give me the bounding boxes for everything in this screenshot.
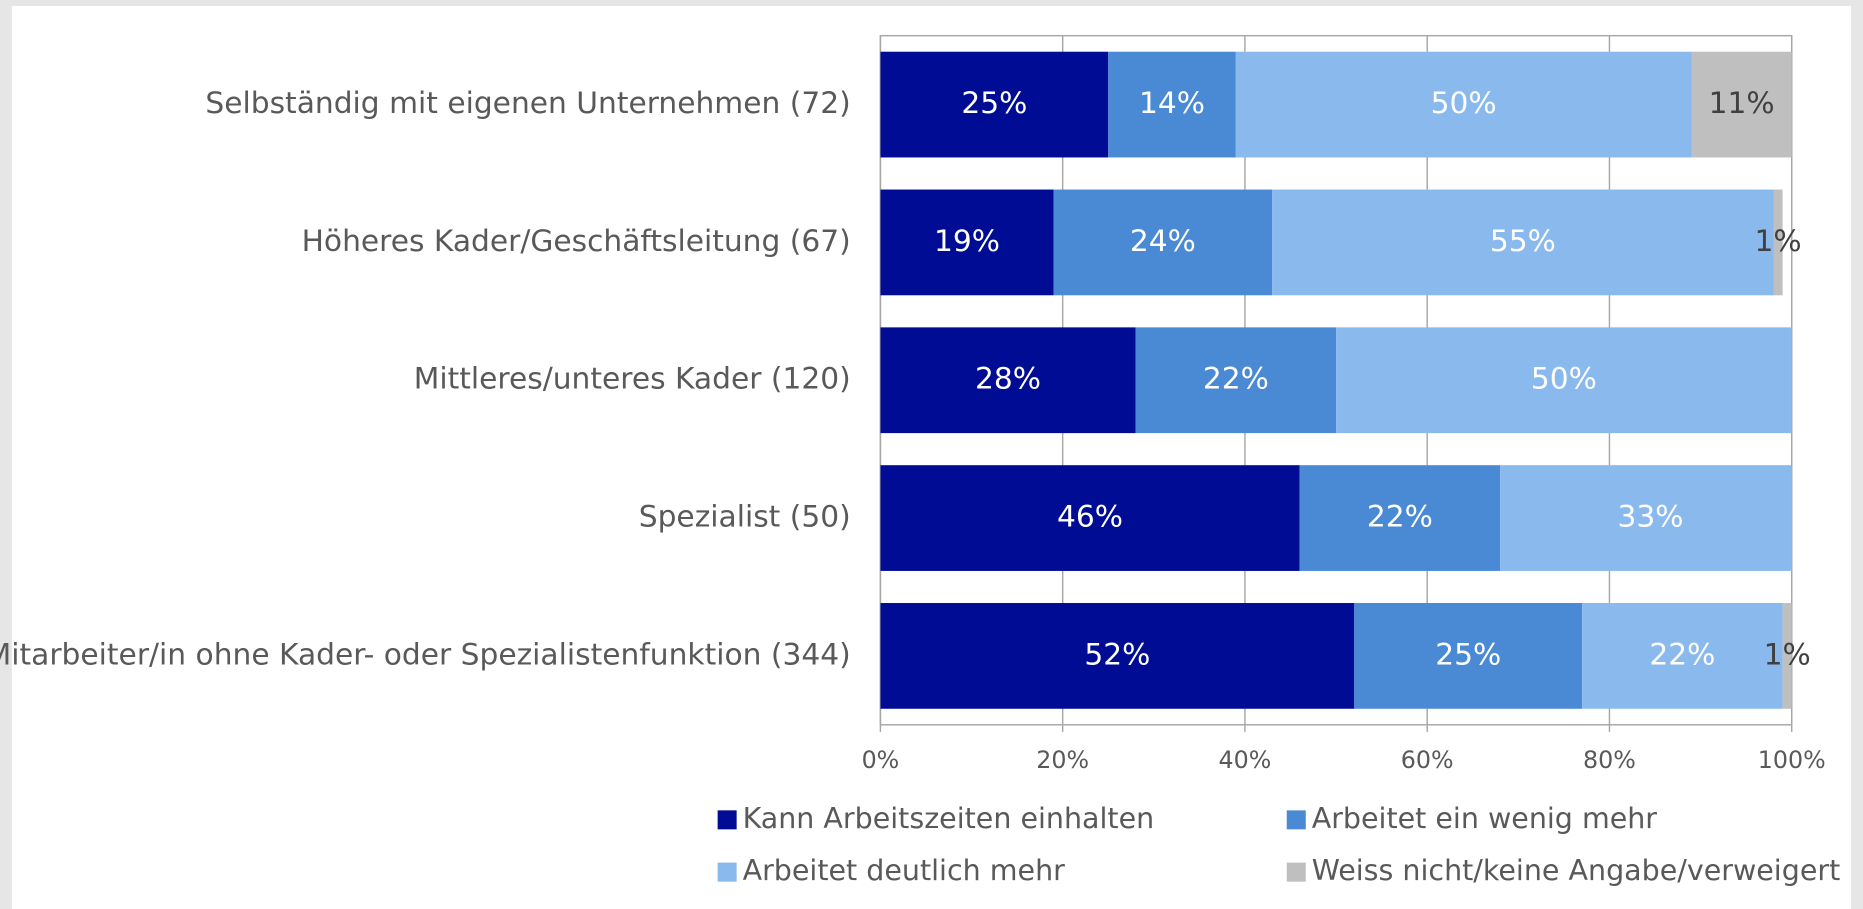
value-label: 1% xyxy=(1754,224,1801,259)
value-label: 25% xyxy=(1435,637,1501,672)
legend-swatch xyxy=(1286,862,1306,882)
bar-segment xyxy=(1582,603,1783,709)
value-label: 22% xyxy=(1367,500,1433,535)
value-label: 14% xyxy=(1139,86,1205,121)
bar-segment xyxy=(1500,465,1792,571)
value-label: 25% xyxy=(961,86,1027,121)
value-label: 55% xyxy=(1490,224,1556,259)
legend-label: Weiss nicht/keine Angabe/verweigert xyxy=(1312,854,1841,887)
x-tick-label: 40% xyxy=(1219,746,1272,774)
value-label: 19% xyxy=(934,224,1000,259)
bar-segment xyxy=(1053,189,1273,296)
bars xyxy=(880,51,1792,709)
bar-segment xyxy=(880,327,1136,434)
category-label: Spezialist (50) xyxy=(639,500,851,535)
bar-segment xyxy=(1691,51,1792,158)
value-label: 22% xyxy=(1203,362,1269,397)
value-label: 33% xyxy=(1617,500,1683,535)
legend-swatch xyxy=(717,862,737,882)
value-label: 1% xyxy=(1764,637,1811,672)
value-label: 22% xyxy=(1649,637,1715,672)
x-tick-label: 100% xyxy=(1758,746,1826,774)
legend-label: Arbeitet ein wenig mehr xyxy=(1312,802,1658,835)
bar-segment xyxy=(880,51,1109,158)
bar-segment xyxy=(880,603,1355,709)
bar-segment xyxy=(1108,51,1236,158)
bar-segment xyxy=(1272,189,1774,296)
category-label: Höheres Kader/Geschäftsleitung (67) xyxy=(302,224,851,259)
legend-swatch xyxy=(717,810,737,830)
category-label: Selbständig mit eigenen Unternehmen (72) xyxy=(205,86,850,121)
bar-segment xyxy=(1773,189,1783,296)
legend-label: Kann Arbeitszeiten einhalten xyxy=(743,802,1155,835)
bar-segment xyxy=(1782,603,1792,709)
x-tick-label: 0% xyxy=(862,746,900,774)
labels: 0% 20% 40% 60% 80% 100% Selbständig mit eigene… xyxy=(0,86,1840,887)
x-tick-label: 20% xyxy=(1036,746,1089,774)
value-label: 50% xyxy=(1431,86,1497,121)
bar-segment xyxy=(1135,327,1337,434)
value-label: 52% xyxy=(1084,637,1150,672)
value-label: 28% xyxy=(975,362,1041,397)
bar-segment xyxy=(1354,603,1583,709)
x-tick-label: 80% xyxy=(1583,746,1636,774)
value-label: 24% xyxy=(1130,224,1196,259)
category-label: Mittleres/unteres Kader (120) xyxy=(414,362,851,397)
legend-label: Arbeitet deutlich mehr xyxy=(743,854,1066,887)
value-label: 11% xyxy=(1709,86,1775,121)
legend-swatch xyxy=(1286,810,1306,830)
category-label: Mitarbeiter/in ohne Kader- oder Speziali… xyxy=(0,637,851,672)
x-tick-label: 60% xyxy=(1401,746,1454,774)
bar-segment xyxy=(1336,327,1792,434)
bar-segment xyxy=(1235,51,1692,158)
value-label: 50% xyxy=(1531,362,1597,397)
bar-segment xyxy=(880,189,1054,296)
value-label: 46% xyxy=(1057,500,1123,535)
bar-segment xyxy=(1299,465,1501,571)
bar-segment xyxy=(880,465,1300,571)
